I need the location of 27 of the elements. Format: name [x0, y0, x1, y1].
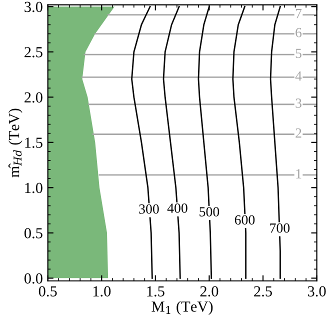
annotation: 300 [139, 204, 159, 214]
x-tick-label: 1.0 [93, 286, 111, 297]
x-tick-label: 1.5 [147, 286, 164, 297]
annotation: 500 [200, 207, 220, 216]
y-axis-title: m̂$_{Hd}$ (TeV) [8, 108, 22, 178]
x-tick-label: 2.5 [254, 286, 272, 297]
y-tick-label: 2.0 [24, 92, 42, 103]
annotation: 4 [295, 71, 302, 81]
x-tick-label: 0.5 [38, 286, 57, 297]
y-tick-label: 1.5 [25, 138, 42, 148]
annotation: 600 [234, 215, 255, 225]
annotation: 3 [296, 98, 302, 108]
x-tick-label: 3.0 [308, 286, 326, 297]
y-tick-label: 3.0 [24, 2, 42, 12]
annotation: 6 [296, 28, 302, 38]
y-tick-label: 0.0 [24, 273, 42, 284]
annotation: 2 [296, 128, 302, 138]
y-tick-label: 0.5 [24, 228, 42, 238]
annotation: 700 [270, 223, 290, 233]
x-axis-title: M$_{1}$ (TeV) [152, 300, 213, 315]
y-tick-label: 1.0 [25, 182, 42, 194]
annotation: 400 [167, 203, 188, 213]
annotation: 1 [296, 169, 302, 178]
annotation: 5 [296, 48, 302, 58]
annotation: 7 [296, 9, 302, 18]
y-tick-label: 2.5 [24, 47, 42, 58]
x-tick-label: 2.0 [200, 286, 218, 297]
